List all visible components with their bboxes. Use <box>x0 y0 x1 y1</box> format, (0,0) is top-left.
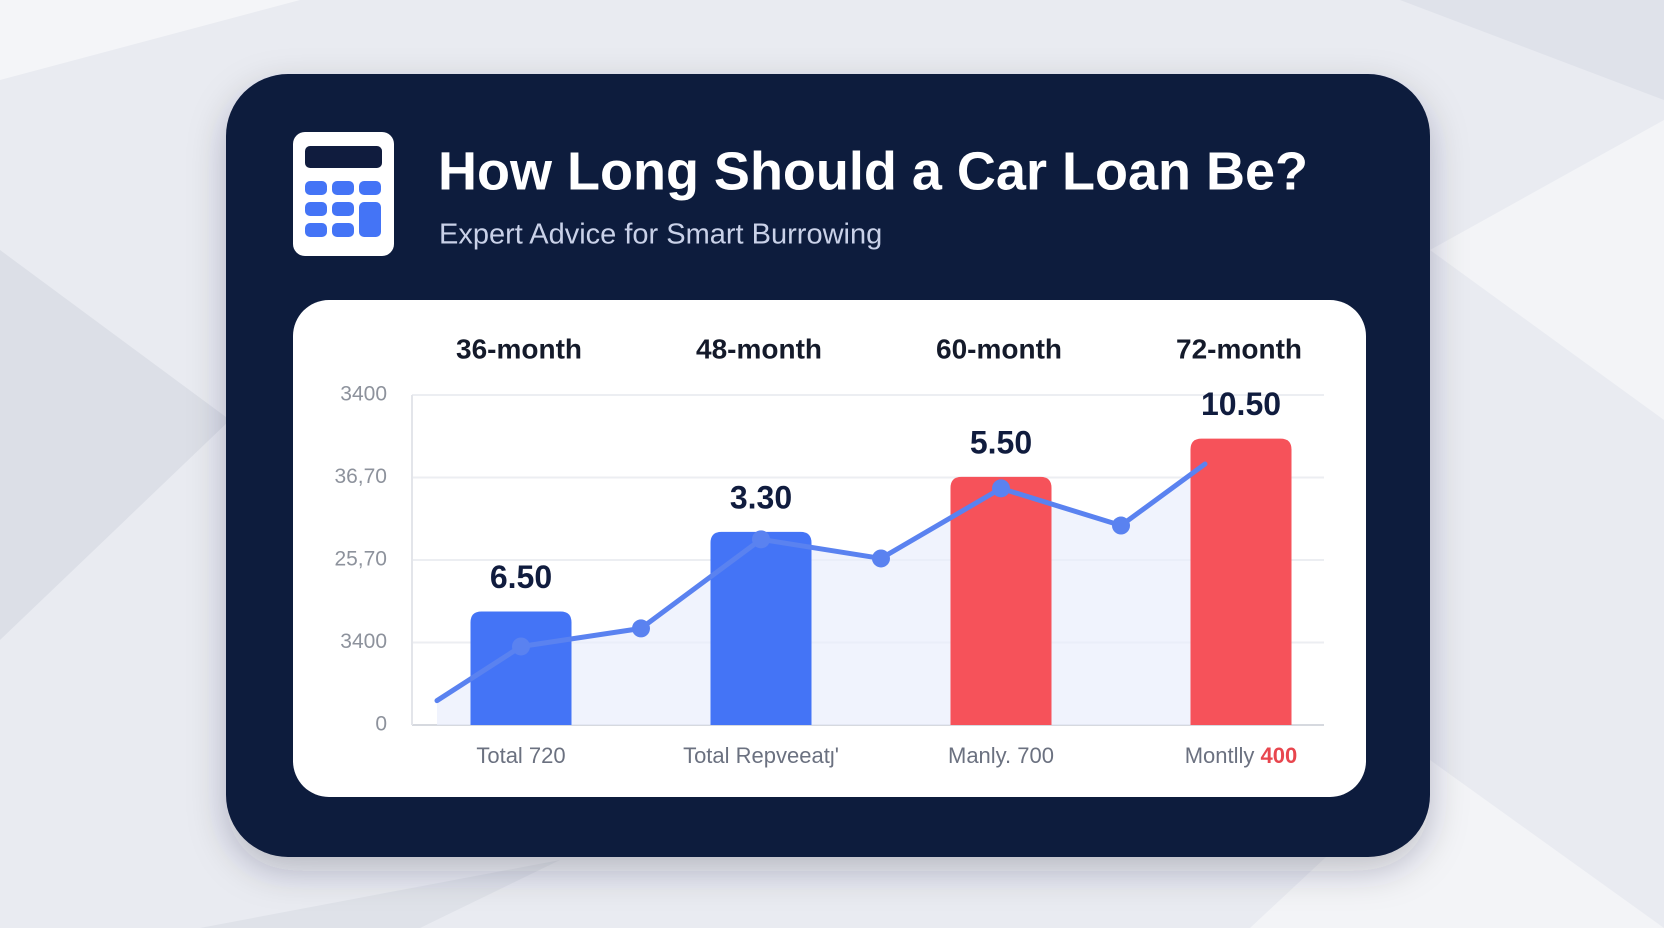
category-label: 36-month <box>456 333 582 364</box>
bottom-label-highlight: 400 <box>1261 743 1298 768</box>
bar-label: 3.30 <box>730 479 792 515</box>
bg-shape <box>1250 760 1664 928</box>
bg-shape <box>0 250 230 640</box>
y-tick-label: 25,70 <box>334 548 387 571</box>
bar-label: 5.50 <box>970 424 1032 460</box>
line-point <box>512 637 530 656</box>
category-label: 72-month <box>1176 333 1302 364</box>
bar-label: 6.50 <box>490 559 552 595</box>
y-tick-label: 3400 <box>340 630 387 653</box>
plot: 0 3400 25,70 36,70 3400 36-month 6.50 Total 720… <box>334 333 1324 768</box>
y-tick-label: 3400 <box>340 383 387 406</box>
bar <box>950 476 1052 725</box>
line-point <box>752 530 770 549</box>
bottom-label-text: Montlly <box>1185 743 1255 768</box>
bottom-label-text: Manly. 700 <box>948 743 1054 768</box>
bottom-label: Montlly 400 <box>1185 743 1298 768</box>
line-point <box>632 619 650 638</box>
bottom-label: Total Repveeatȷ' <box>683 743 839 768</box>
bg-shape <box>200 860 560 928</box>
title: How Long Should a Car Loan Be? <box>438 141 1308 201</box>
line <box>434 461 1208 704</box>
y-tick-label: 36,70 <box>334 465 387 488</box>
bar <box>1190 438 1292 725</box>
line-point <box>872 549 890 568</box>
bar <box>710 531 812 725</box>
calculator-icon <box>293 132 394 256</box>
bg-shape <box>0 0 300 80</box>
line-point <box>1112 516 1130 535</box>
bg-shape <box>1430 120 1664 420</box>
bg-shape <box>1400 0 1664 100</box>
bottom-label-text: Total Repveeatȷ' <box>683 743 839 768</box>
bottom-label: Total 720 <box>476 743 565 768</box>
subtitle: Expert Advice for Smart Burrowing <box>439 219 882 251</box>
bar <box>470 611 572 725</box>
bottom-label-text: Total 720 <box>476 743 565 768</box>
line-point <box>992 479 1010 498</box>
category-label: 48-month <box>696 333 822 364</box>
bottom-label: Manly. 700 <box>948 743 1054 768</box>
category-label: 60-month <box>936 333 1062 364</box>
y-tick-label: 0 <box>375 713 387 736</box>
bar-label: 10.50 <box>1201 386 1281 422</box>
